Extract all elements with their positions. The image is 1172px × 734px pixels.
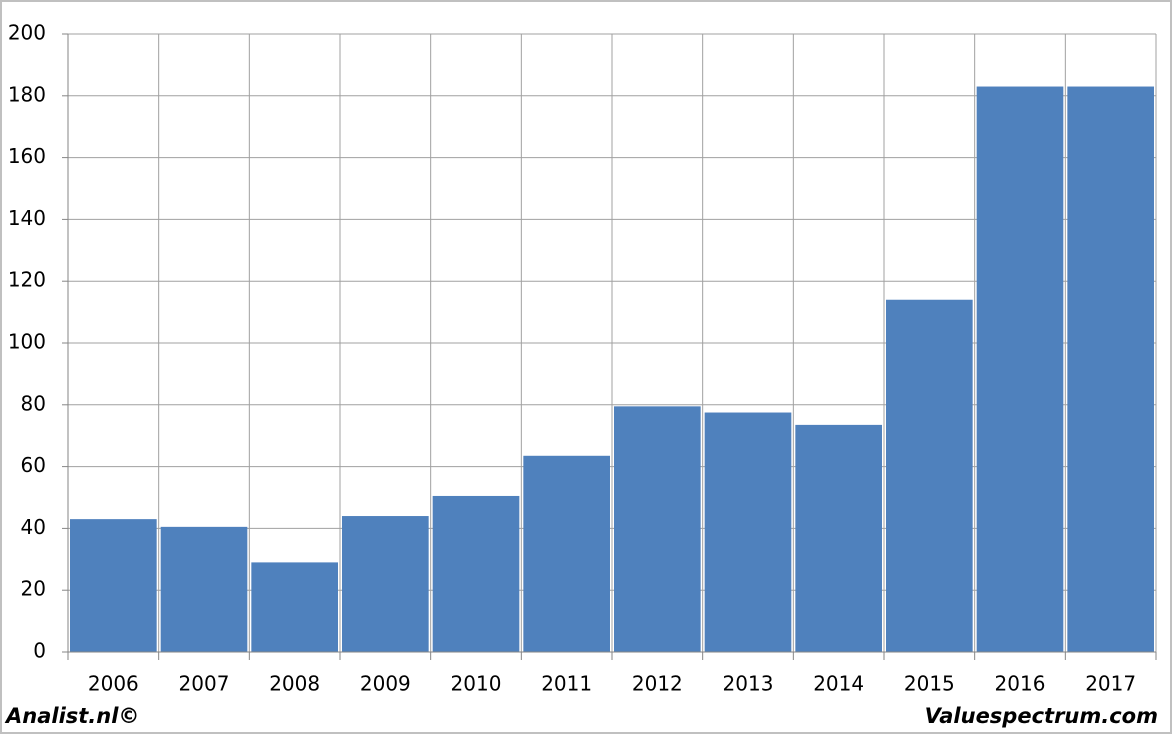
x-tick-label: 2017 xyxy=(1085,672,1136,696)
y-tick-label: 40 xyxy=(21,515,46,539)
bar xyxy=(70,519,157,652)
bar xyxy=(886,299,973,652)
x-tick-label: 2012 xyxy=(632,672,683,696)
bar xyxy=(1067,86,1154,652)
y-tick-label: 100 xyxy=(8,330,46,354)
y-tick-label: 140 xyxy=(8,206,46,230)
source-right: Valuespectrum.com xyxy=(925,704,1158,728)
x-tick-label: 2014 xyxy=(813,672,864,696)
x-tick-label: 2008 xyxy=(269,672,320,696)
y-tick-label: 180 xyxy=(8,82,46,106)
bar xyxy=(160,526,248,652)
bar xyxy=(342,516,429,652)
bar xyxy=(704,412,792,652)
x-tick-label: 2015 xyxy=(904,672,955,696)
bar xyxy=(251,562,338,652)
x-tick-label: 2013 xyxy=(723,672,774,696)
y-tick-label: 120 xyxy=(8,268,46,292)
source-left: Analist.nl© xyxy=(4,704,139,728)
y-tick-label: 0 xyxy=(33,639,46,663)
bar xyxy=(523,455,610,652)
y-tick-label: 80 xyxy=(21,391,46,415)
bar xyxy=(432,495,520,652)
bar xyxy=(976,86,1064,652)
y-tick-label: 200 xyxy=(8,21,46,45)
y-tick-label: 60 xyxy=(21,453,46,477)
bar xyxy=(614,406,701,652)
x-tick-label: 2016 xyxy=(995,672,1046,696)
y-tick-label: 20 xyxy=(21,577,46,601)
x-tick-label: 2010 xyxy=(451,672,502,696)
bar xyxy=(795,424,882,652)
x-tick-label: 2006 xyxy=(88,672,139,696)
x-tick-label: 2007 xyxy=(179,672,230,696)
y-tick-label: 160 xyxy=(8,144,46,168)
x-tick-label: 2009 xyxy=(360,672,411,696)
x-tick-label: 2011 xyxy=(541,672,592,696)
